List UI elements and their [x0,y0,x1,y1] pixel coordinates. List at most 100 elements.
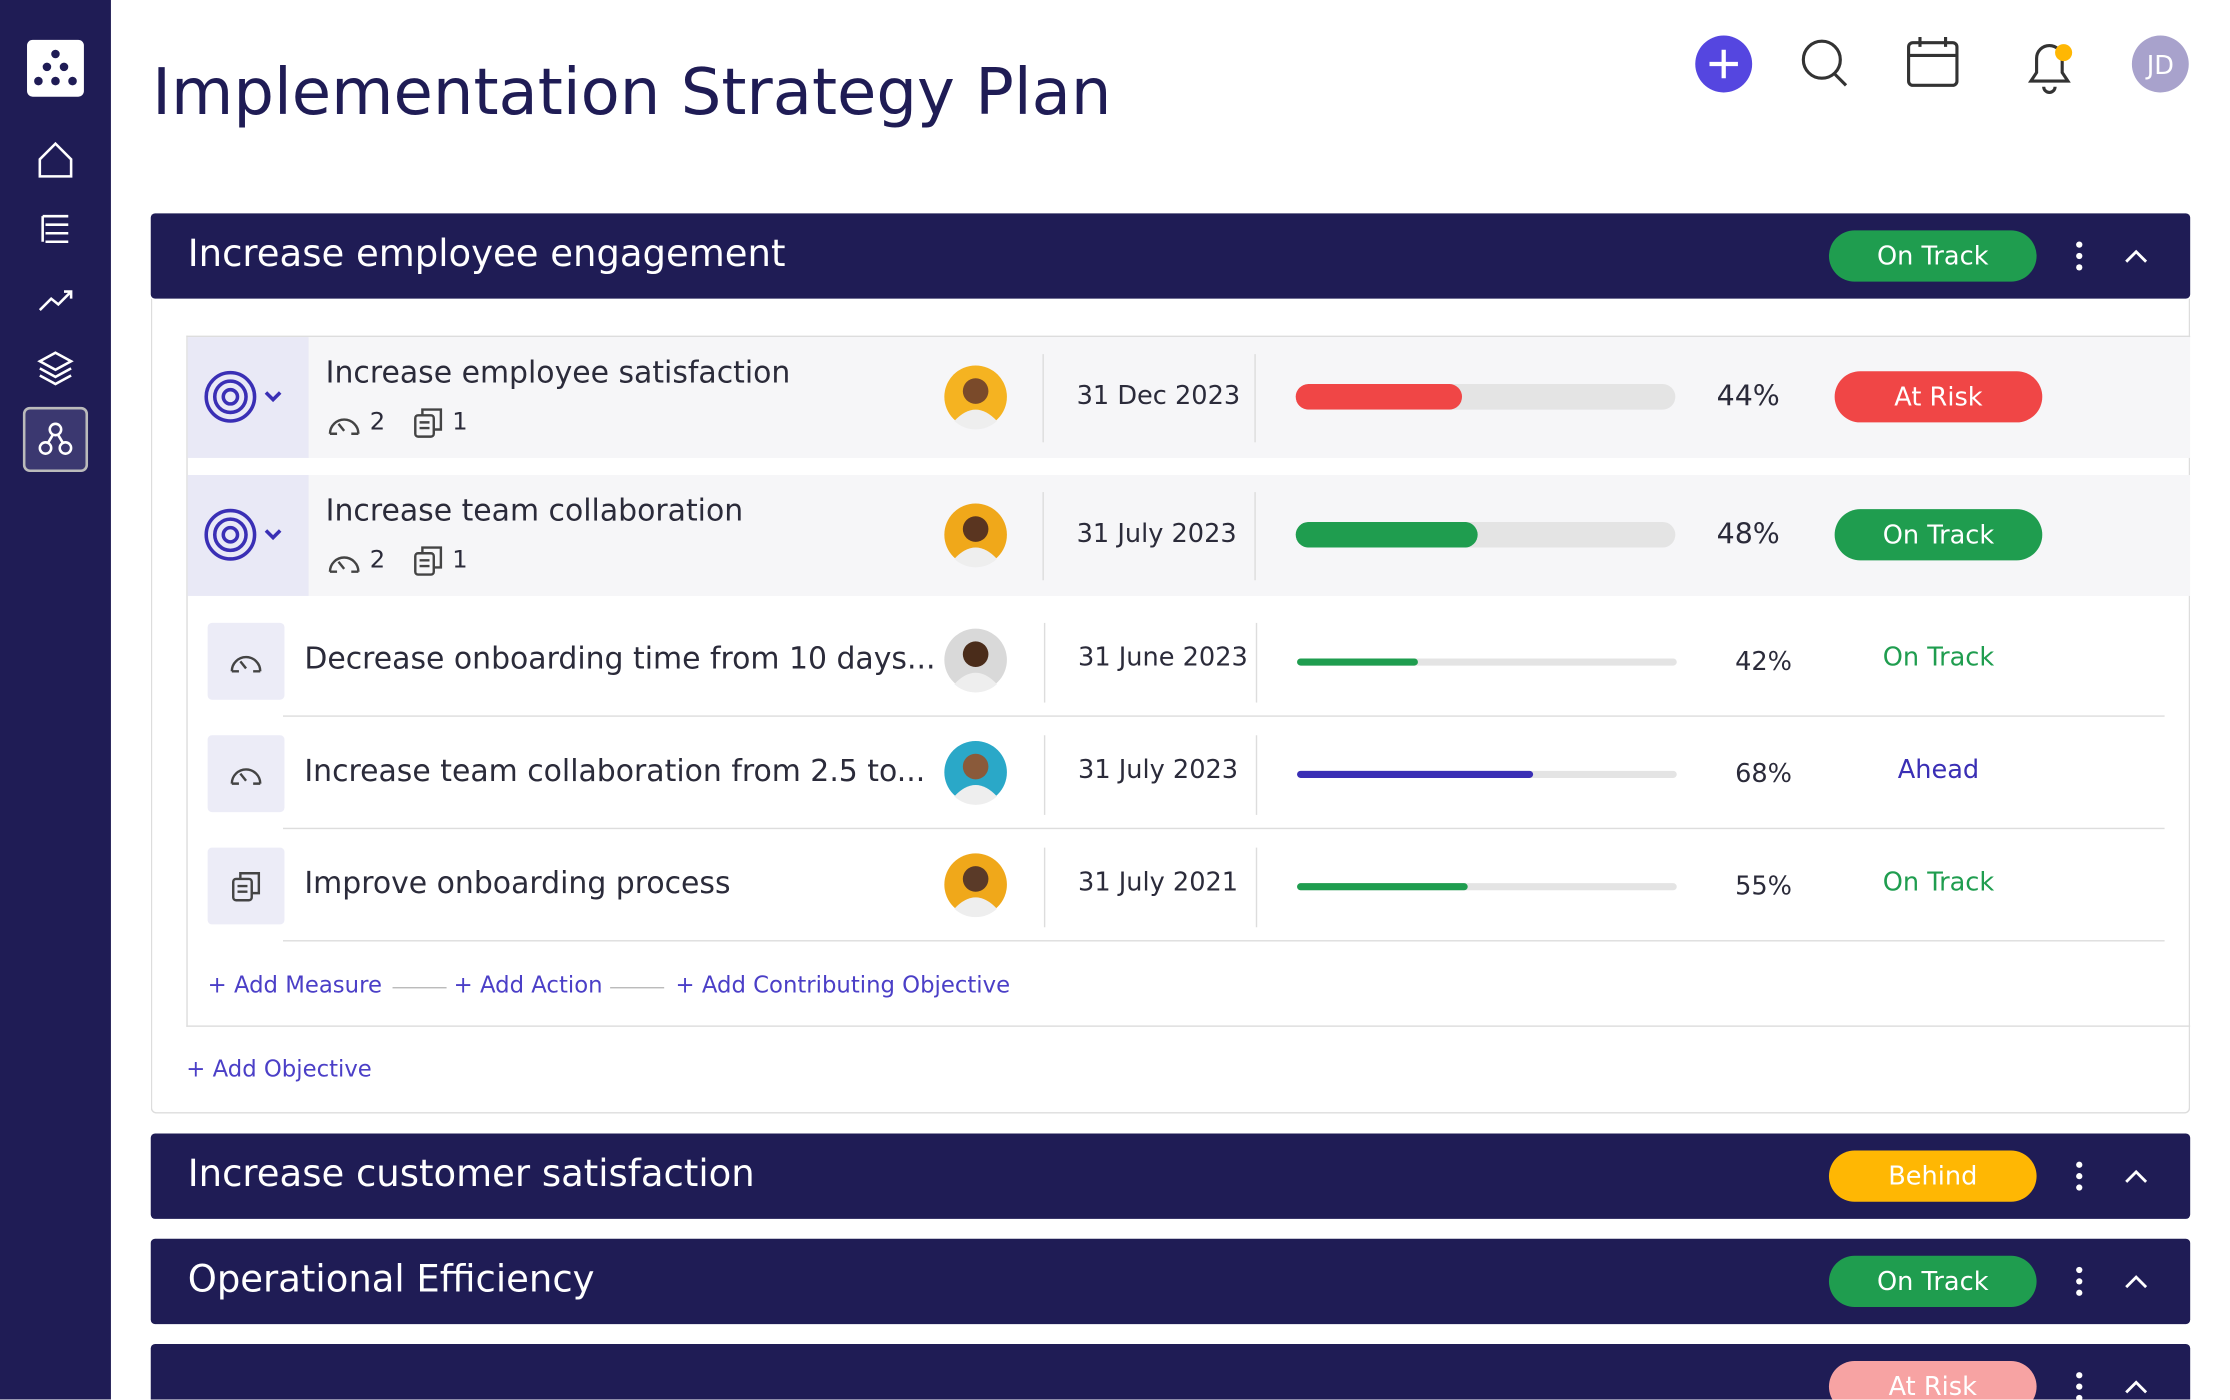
actions-count: 1 [452,408,468,437]
search-button[interactable] [1801,39,1842,80]
divider [1042,492,1044,581]
progress-track [1297,658,1677,666]
section-title: Increase employee engagement [187,233,786,276]
section-menu[interactable] [2065,1159,2093,1199]
progress-track [1295,521,1676,548]
progress-bar [1295,383,1463,410]
add-link[interactable]: + Add Action [453,971,603,999]
objective-status: On Track [1834,509,2043,561]
objective-date: 31 Dec 2023 [1076,381,1241,412]
section-menu[interactable] [2065,239,2093,279]
item-date: 31 June 2023 [1078,642,1248,673]
divider [1255,735,1258,815]
divider [1043,735,1046,815]
add-link[interactable]: + Add Measure [207,971,382,999]
measures-count: 2 [369,546,386,575]
section-body: Increase employee satisfaction 2 1 31 Dec 2… [150,298,2191,1114]
actions-icon [411,543,445,583]
section-menu[interactable] [2065,1370,2093,1400]
progress-bar [1297,658,1419,666]
separator [283,715,2165,717]
divider [1254,354,1256,443]
item-date: 31 July 2023 [1078,755,1239,786]
user-avatar[interactable] [2131,35,2189,93]
divider [1043,847,1046,928]
divider [1042,354,1044,443]
section-collapse[interactable] [2122,1162,2150,1196]
sidebar-icons [22,39,89,473]
objective-icon [187,337,309,458]
owner-avatar [943,502,1008,573]
section-status: At Risk [1828,1361,2037,1400]
actions-count: 1 [452,546,468,575]
item-row: Decrease onboarding time from 10 days...… [188,606,2190,717]
section-collapse[interactable] [2122,1267,2150,1301]
item-status: On Track [1882,642,1995,673]
item-icon [207,847,285,925]
page-title: Implementation Strategy Plan [152,54,1112,130]
measures-icon [326,410,363,444]
section-collapse[interactable] [2122,1372,2150,1399]
section-header: Increase employee engagement On Track [150,213,2191,299]
owner-avatar [943,852,1008,923]
item-icon [207,622,285,700]
section-status: On Track [1828,1255,2037,1308]
item-name: Decrease onboarding time from 10 days... [304,641,936,676]
objective-status: At Risk [1834,371,2043,423]
item-row: Increase team collaboration from 2.5 to.… [188,718,2190,830]
divider [1255,847,1258,928]
section-header: Operational Efficiency On Track [150,1238,2191,1325]
calendar-button[interactable] [1907,41,1959,87]
divider [1254,492,1256,581]
item-icon [207,735,285,813]
divider [1043,622,1046,703]
sidebar [0,0,111,1400]
toolbar: JD [1695,35,2189,94]
separator [283,827,2165,830]
item-progress: 68% [1735,759,1792,790]
user-initials: JD [2145,51,2174,81]
section-collapse[interactable] [2122,242,2150,276]
item-name: Increase team collaboration from 2.5 to.… [304,753,926,788]
link-connector [392,987,447,989]
add-link[interactable]: + Add Contributing Objective [675,971,1011,999]
item-name: Improve onboarding process [304,866,731,901]
section-title: Operational Efficiency [187,1258,595,1302]
item-date: 31 July 2021 [1078,867,1239,898]
item-status: Ahead [1897,755,1980,786]
progress-bar [1297,883,1468,891]
progress-track [1297,883,1677,891]
section-header: At Risk [150,1343,2191,1400]
section-menu[interactable] [2065,1264,2093,1304]
objective-date: 31 July 2023 [1076,519,1237,549]
separator [283,940,2165,942]
section-status: Behind [1828,1150,2037,1202]
objective-row: Increase employee satisfaction 2 1 31 Dec 2… [187,337,2191,458]
objective-group: Increase employee satisfaction 2 1 31 Dec 2… [186,335,2191,1027]
objective-icon [187,475,309,596]
add-objective[interactable]: + Add Objective [186,1055,372,1083]
objective-name: Increase employee satisfaction [325,355,791,390]
item-status: On Track [1882,867,1995,898]
progress-bar [1295,521,1478,548]
section-title: Increase customer satisfaction [187,1153,755,1197]
measures-icon [326,548,363,582]
item-row: Improve onboarding process 31 July 2021 55… [188,831,2190,942]
owner-avatar [943,364,1008,435]
actions-icon [411,405,445,445]
measures-count: 2 [369,408,386,437]
objective-progress: 44% [1716,378,1780,413]
owner-avatar [943,740,1008,811]
link-connector [610,987,665,989]
objective-row: Increase team collaboration 2 1 31 July 202… [187,475,2191,596]
item-progress: 42% [1735,647,1792,677]
owner-avatar [943,627,1008,698]
section-header: Increase customer satisfaction Behind [150,1133,2191,1219]
objective-progress: 48% [1716,516,1780,551]
progress-track [1295,383,1676,410]
objective-name: Increase team collaboration [325,493,744,528]
item-progress: 55% [1735,871,1792,902]
section-status: On Track [1828,230,2037,282]
progress-bar [1297,770,1533,778]
